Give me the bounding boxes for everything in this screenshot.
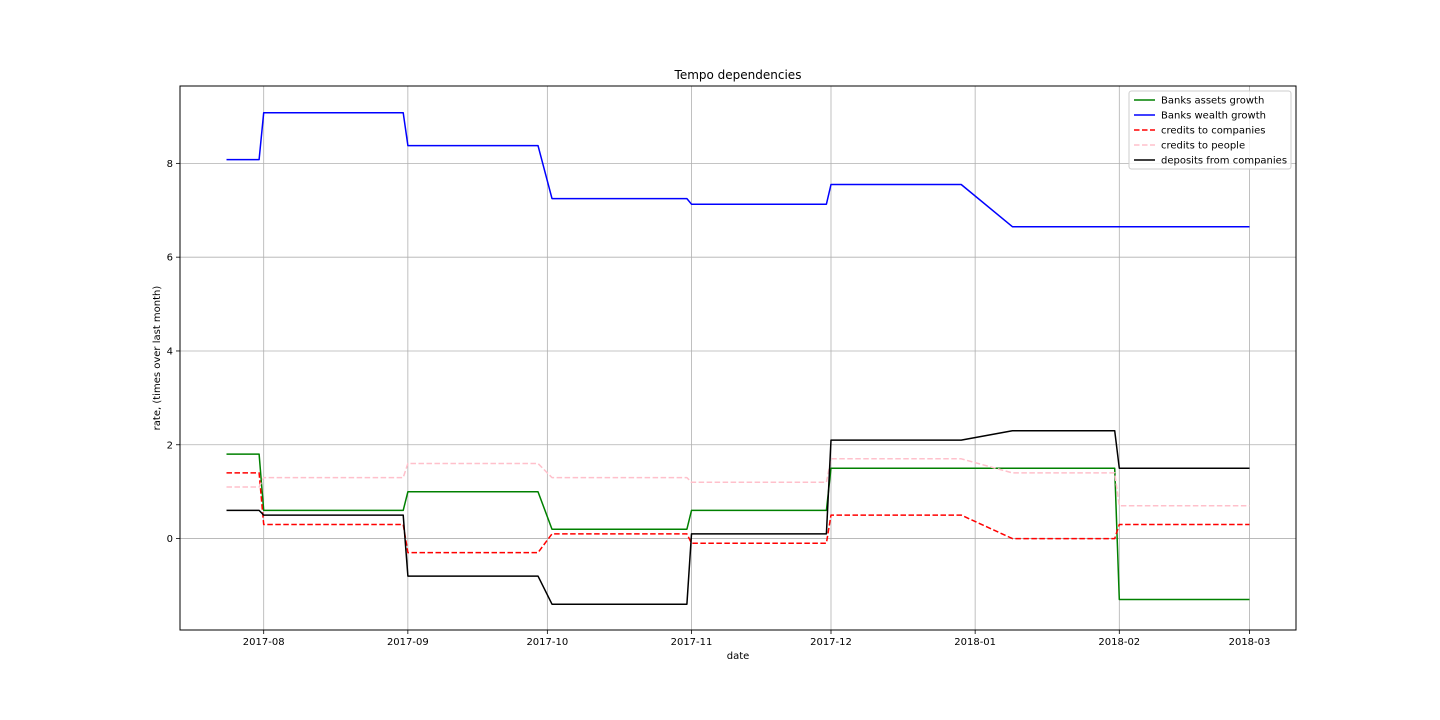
x-axis-title: date bbox=[727, 651, 750, 662]
legend-label: deposits from companies bbox=[1161, 156, 1287, 167]
x-tick-label: 2017-12 bbox=[810, 637, 852, 648]
legend-box bbox=[1128, 90, 1292, 170]
legend-label: credits to people bbox=[1161, 141, 1245, 152]
series-layer bbox=[226, 111, 1250, 605]
y-tick-label: 4 bbox=[167, 346, 173, 357]
legend: Banks assets growth Banks wealth growth cr… bbox=[1128, 90, 1292, 170]
series-line-banks-wealth-growth bbox=[226, 111, 1250, 228]
series-line-banks-assets-growth bbox=[226, 453, 1250, 601]
y-axis-title: rate, (times over last month) bbox=[152, 286, 163, 431]
series-line-credits-to-companies bbox=[226, 472, 1250, 554]
legend-label: Banks assets growth bbox=[1161, 96, 1264, 107]
series-line-deposits-from-companies bbox=[226, 429, 1250, 605]
chart-title: Tempo dependencies bbox=[674, 68, 802, 82]
x-tick-label: 2018-03 bbox=[1229, 637, 1271, 648]
x-tick-label: 2017-08 bbox=[243, 637, 285, 648]
grid-lines bbox=[180, 86, 1296, 630]
x-tick-label: 2018-02 bbox=[1098, 637, 1140, 648]
y-axis-ticks: 0 2 4 6 8 bbox=[167, 159, 180, 545]
legend-label: Banks wealth growth bbox=[1161, 111, 1266, 122]
legend-label: credits to companies bbox=[1161, 126, 1266, 137]
x-tick-label: 2017-11 bbox=[671, 637, 713, 648]
x-tick-label: 2017-10 bbox=[526, 637, 568, 648]
series-line-credits-to-people bbox=[226, 458, 1250, 507]
plot-area-frame bbox=[179, 85, 1297, 631]
y-tick-label: 2 bbox=[167, 440, 173, 451]
y-tick-label: 0 bbox=[167, 534, 173, 545]
y-tick-label: 8 bbox=[167, 159, 173, 170]
y-tick-label: 6 bbox=[167, 253, 173, 264]
x-tick-label: 2017-09 bbox=[387, 637, 429, 648]
x-axis-ticks: 2017-08 2017-09 2017-10 2017-11 2017-12 2018-… bbox=[243, 630, 1271, 648]
x-tick-label: 2018-01 bbox=[954, 637, 996, 648]
